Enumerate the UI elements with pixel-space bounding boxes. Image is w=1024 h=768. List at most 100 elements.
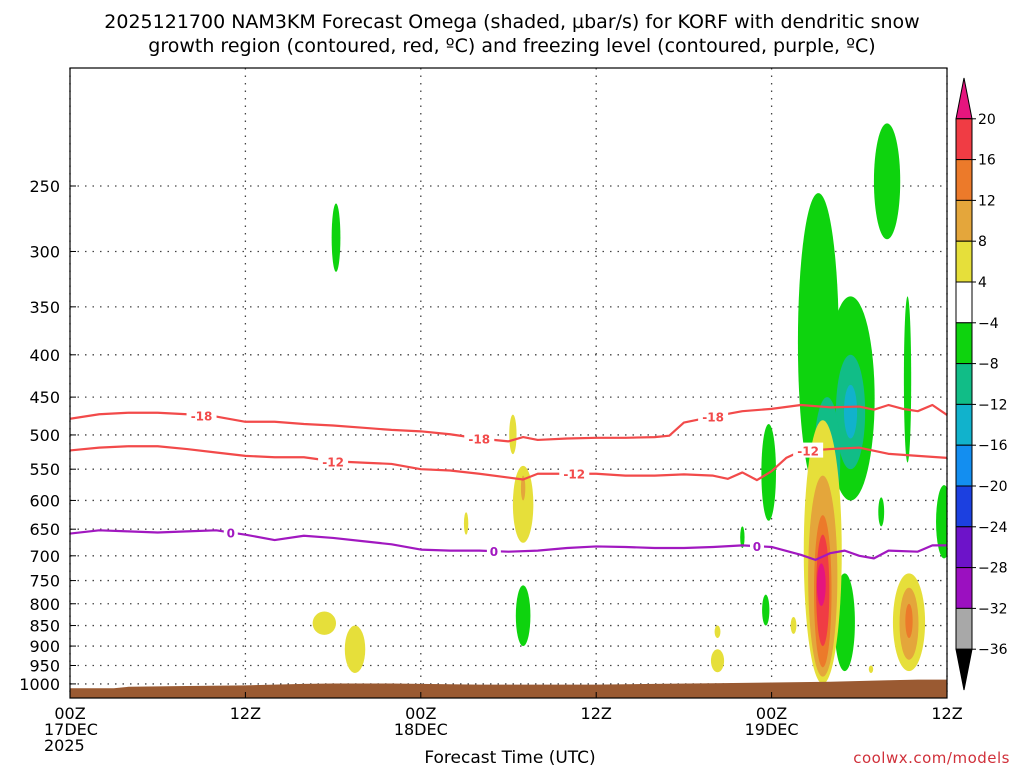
x-tick-24-line-1: 18DEC — [394, 720, 448, 739]
colorbar-label-3: 8 — [978, 234, 987, 250]
contour-0: 0 0 0 — [70, 524, 947, 561]
contour-label-bg-0-0 — [223, 524, 238, 540]
omega-region-down-19 — [463, 512, 469, 535]
colorbar-label-1: 16 — [978, 153, 996, 169]
colorbar-label-7: −12 — [978, 397, 1008, 413]
contour-label--18-2: -18 — [702, 411, 724, 425]
omega-region-down-32 — [905, 603, 913, 638]
omega-region-up-9 — [903, 296, 912, 463]
credit-text: coolwx.com/models — [853, 749, 1010, 767]
colorbar-band-8 — [955, 403, 973, 446]
y-tick-450: 450 — [29, 388, 60, 407]
y-tick-750: 750 — [29, 572, 60, 591]
colorbar-band-11 — [955, 526, 973, 569]
colorbar-label-12: −32 — [978, 601, 1008, 617]
x-tick-48-line-1: 19DEC — [745, 720, 799, 739]
omega-region-up-14 — [762, 594, 770, 626]
axes: 2503003504004505005506006507007508008509… — [19, 67, 963, 755]
colorbar-band-12 — [955, 567, 973, 609]
omega-region-up-10 — [936, 485, 947, 559]
colorbar-top-triangle — [955, 77, 973, 120]
contour-label--18-1: -18 — [468, 433, 490, 447]
contour-label--12-1: -12 — [563, 468, 585, 482]
colorbar-label-5: −4 — [978, 316, 999, 332]
y-tick-900: 900 — [29, 637, 60, 656]
contour-label-bg--12-0 — [318, 453, 349, 469]
terrain-surface — [70, 679, 947, 698]
colorbar-band-13 — [955, 607, 973, 650]
colorbar-label-0: 20 — [978, 112, 996, 128]
colorbar-band-5 — [955, 281, 973, 324]
contour-label-bg--18-0 — [186, 407, 217, 423]
contour-label-bg-0-1 — [486, 543, 501, 559]
y-tick-1000: 1000 — [19, 675, 60, 694]
omega-region-down-21 — [344, 625, 366, 673]
colorbar-band-6 — [955, 322, 973, 365]
contour-label--12-2: -12 — [797, 445, 819, 459]
contour-label--12-0: -12 — [322, 455, 344, 469]
omega-region-down-18 — [520, 475, 526, 501]
omega-region-down-17 — [512, 465, 534, 543]
contour--18: -18 -18 -18 — [70, 403, 947, 447]
x-tick-48-line-0: 00Z — [756, 704, 787, 723]
x-tick-60-line-0: 12Z — [931, 704, 962, 723]
colorbar-band-10 — [955, 485, 973, 528]
omega-region-down-23 — [714, 625, 721, 638]
y-tick-850: 850 — [29, 617, 60, 636]
y-tick-600: 600 — [29, 491, 60, 510]
x-tick-0-line-2: 2025 — [44, 736, 85, 755]
colorbar-label-8: −16 — [978, 438, 1008, 454]
contour--12: -12 -12 -12 — [70, 442, 947, 482]
contour-label-bg--18-2 — [698, 408, 729, 424]
x-tick-24-line-0: 00Z — [405, 704, 436, 723]
colorbar: 20 16 12 8 4 −4 −8 −12 −16 −20 −24 −28 −32 −36 — [955, 77, 1008, 691]
contour-label-bg--18-1 — [464, 430, 495, 446]
plot-area: -18 -18 -18 -12 -12 -12 0 0 0 — [69, 68, 948, 698]
colorbar-band-7 — [955, 363, 973, 405]
omega-region-down-24 — [790, 616, 797, 634]
colorbar-band-2 — [955, 159, 973, 201]
y-tick-400: 400 — [29, 346, 60, 365]
omega-region-up-12 — [515, 585, 531, 647]
colorbar-label-10: −24 — [978, 520, 1008, 536]
colorbar-bottom-triangle — [955, 648, 973, 691]
colorbar-label-4: 4 — [978, 275, 987, 291]
colorbar-band-4 — [955, 240, 973, 283]
colorbar-band-3 — [955, 199, 973, 242]
y-tick-700: 700 — [29, 547, 60, 566]
colorbar-label-6: −8 — [978, 357, 999, 373]
omega-region-down-16 — [509, 414, 517, 455]
y-tick-800: 800 — [29, 595, 60, 614]
contour-label--18-0: -18 — [191, 409, 213, 423]
contour-label-0-2: 0 — [753, 540, 761, 554]
omega-region-down-33 — [868, 665, 874, 673]
plot-frame — [69, 67, 948, 699]
contour-line--18 — [70, 403, 947, 443]
omega-region-up-5 — [843, 384, 858, 439]
x-tick-0-line-0: 00Z — [54, 704, 85, 723]
x-axis-label: Forecast Time (UTC) — [424, 748, 595, 768]
x-tick-0-line-1: 17DEC — [44, 720, 98, 739]
contour-label-bg--12-1 — [559, 465, 590, 481]
y-tick-300: 300 — [29, 242, 60, 261]
omega-region-down-22 — [710, 649, 725, 673]
title: 2025121700 NAM3KM Forecast Omega (shaded… — [104, 11, 919, 57]
y-tick-550: 550 — [29, 460, 60, 479]
contour-label-0-0: 0 — [227, 526, 235, 540]
omega-region-up-0 — [873, 123, 901, 240]
omega-region-up-1 — [331, 203, 341, 272]
title-line-1: 2025121700 NAM3KM Forecast Omega (shaded… — [104, 11, 919, 33]
colorbar-label-9: −20 — [978, 479, 1008, 495]
x-tick-12-line-0: 12Z — [230, 704, 261, 723]
colorbar-band-1 — [955, 118, 973, 161]
omega-shading — [312, 123, 947, 684]
omega-region-down-20 — [312, 611, 337, 635]
omega-region-up-11 — [878, 497, 885, 527]
omega-region-up-13 — [740, 526, 745, 549]
contour-label-0-1: 0 — [490, 545, 498, 559]
y-tick-350: 350 — [29, 298, 60, 317]
colorbar-label-13: −36 — [978, 642, 1008, 658]
colorbar-label-11: −28 — [978, 561, 1008, 577]
colorbar-band-9 — [955, 444, 973, 487]
